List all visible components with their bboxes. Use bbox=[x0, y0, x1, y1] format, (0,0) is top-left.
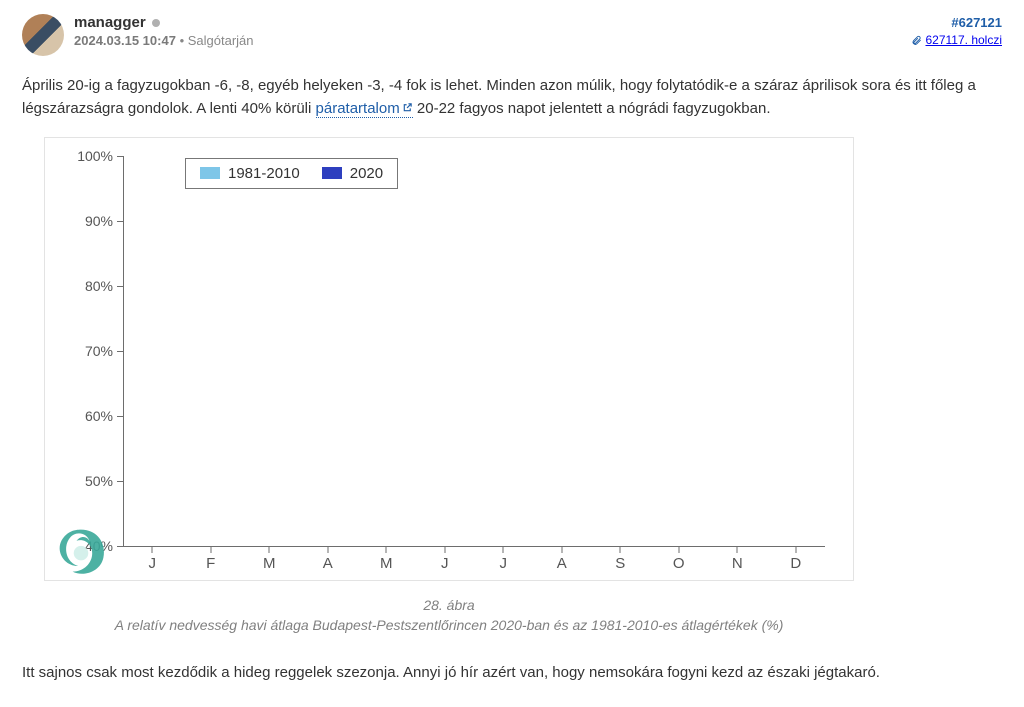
humidity-link[interactable]: páratartalom bbox=[316, 100, 413, 118]
legend-swatch-1 bbox=[200, 167, 220, 179]
y-tick-label: 60% bbox=[85, 409, 113, 423]
legend-label-1: 1981-2010 bbox=[228, 165, 300, 182]
x-tick-label: O bbox=[650, 547, 709, 572]
humidity-chart-card: 1981-2010 2020 40%50%60%70%80%90%100% JF… bbox=[44, 137, 854, 636]
x-tick-label: J bbox=[416, 547, 475, 572]
y-tick-label: 90% bbox=[85, 214, 113, 228]
x-tick-label: M bbox=[240, 547, 299, 572]
figure-number: 28. ábra bbox=[44, 595, 854, 615]
legend-label-2: 2020 bbox=[350, 165, 383, 182]
header-right: #627121 627117. holczi bbox=[911, 14, 1003, 49]
y-axis-ticks: 40%50%60%70%80%90%100% bbox=[64, 156, 119, 546]
x-tick-label: N bbox=[708, 547, 767, 572]
legend-item-2: 2020 bbox=[322, 165, 383, 182]
meta-separator: • bbox=[180, 33, 188, 48]
x-tick-label: A bbox=[533, 547, 592, 572]
y-tick-label: 70% bbox=[85, 344, 113, 358]
status-dot-icon bbox=[152, 19, 160, 27]
post-location: Salgótarján bbox=[188, 33, 254, 48]
figure-caption-text: A relatív nedvesség havi átlaga Budapest… bbox=[115, 617, 784, 633]
x-tick-label: J bbox=[123, 547, 182, 572]
chart-frame: 1981-2010 2020 40%50%60%70%80%90%100% JF… bbox=[44, 137, 854, 581]
y-tick-label: 80% bbox=[85, 279, 113, 293]
post-header: managger 2024.03.15 10:47 • Salgótarján … bbox=[22, 14, 1002, 56]
swirl-logo-icon bbox=[53, 524, 109, 580]
forum-post: managger 2024.03.15 10:47 • Salgótarján … bbox=[0, 0, 1024, 694]
bars-container bbox=[124, 156, 825, 546]
header-text: managger 2024.03.15 10:47 • Salgótarján bbox=[74, 14, 911, 48]
body-text-2: 20-22 fagyos napot jelentett a nógrádi f… bbox=[413, 100, 771, 117]
x-tick-label: D bbox=[767, 547, 826, 572]
y-tick-label: 100% bbox=[77, 149, 113, 163]
post-id-link[interactable]: #627121 bbox=[911, 14, 1003, 32]
x-tick-label: F bbox=[182, 547, 241, 572]
external-link-icon bbox=[402, 102, 413, 113]
x-tick-label: J bbox=[474, 547, 533, 572]
avatar[interactable] bbox=[22, 14, 64, 56]
username[interactable]: managger bbox=[74, 14, 146, 31]
x-tick-label: M bbox=[357, 547, 416, 572]
reply-reference-link[interactable]: 627117. holczi bbox=[926, 32, 1003, 49]
chart-plot-area: 40%50%60%70%80%90%100% bbox=[123, 156, 825, 547]
chart-caption: 28. ábra A relatív nedvesség havi átlaga… bbox=[44, 595, 854, 636]
paperclip-icon bbox=[911, 35, 922, 46]
post-body-lower: Itt sajnos csak most kezdődik a hideg re… bbox=[22, 661, 1002, 684]
legend-swatch-2 bbox=[322, 167, 342, 179]
legend-item-1: 1981-2010 bbox=[200, 165, 300, 182]
post-body-upper: Április 20-ig a fagyzugokban -6, -8, egy… bbox=[22, 74, 1002, 121]
post-timestamp: 2024.03.15 10:47 bbox=[74, 33, 176, 48]
x-axis-labels: JFMAMJJASOND bbox=[123, 547, 825, 572]
y-tick-label: 50% bbox=[85, 474, 113, 488]
x-tick-label: S bbox=[591, 547, 650, 572]
x-tick-label: A bbox=[299, 547, 358, 572]
chart-legend: 1981-2010 2020 bbox=[185, 158, 398, 189]
